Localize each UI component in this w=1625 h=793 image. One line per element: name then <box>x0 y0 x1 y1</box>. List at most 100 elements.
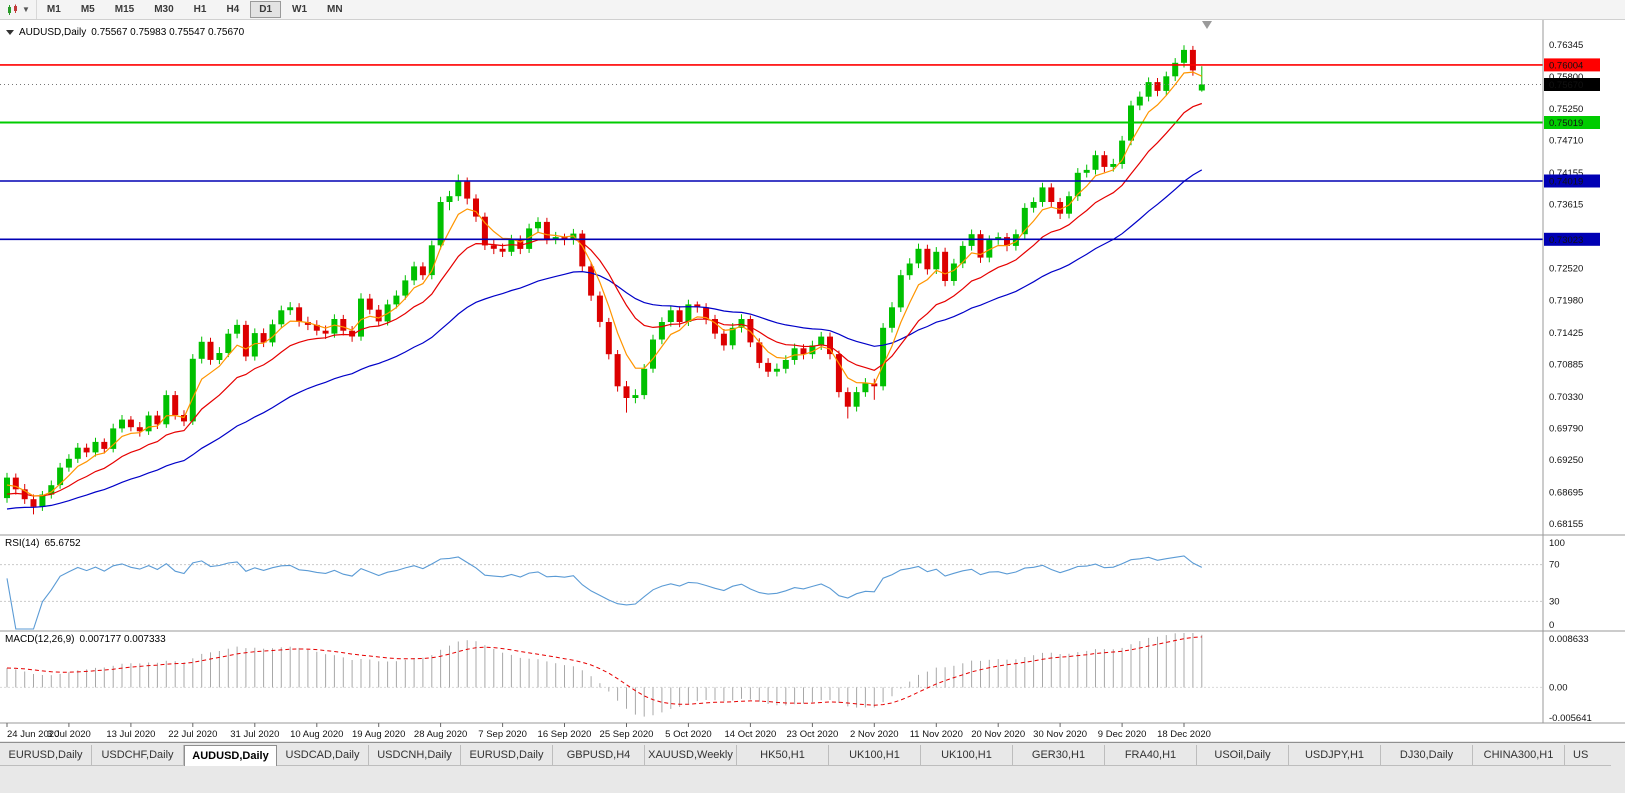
x-axis-label: 18 Dec 2020 <box>1157 729 1211 740</box>
price-tick-label: 0.76345 <box>1549 40 1583 51</box>
period-button-mn[interactable]: MN <box>327 4 343 15</box>
chart-tab-usoil-daily[interactable]: USOil,Daily <box>1197 745 1289 766</box>
chart-type-button[interactable]: ▼ <box>0 0 37 19</box>
candle <box>623 381 630 413</box>
candle <box>1119 135 1126 169</box>
x-axis-label: 11 Nov 2020 <box>910 729 963 740</box>
price-tick-label: 0.70330 <box>1549 392 1583 403</box>
chart-canvas[interactable]: 0.76345 0.75800 0.75250 0.74710 0.74155 0.736… <box>0 0 1625 741</box>
candle <box>1136 91 1143 111</box>
candle <box>260 328 267 348</box>
candle <box>92 437 99 457</box>
price-badge: 0.74019 <box>1544 174 1600 188</box>
chevron-down-icon: ▼ <box>22 5 30 14</box>
candle <box>1074 168 1081 201</box>
price-tick-label: 0.69250 <box>1549 455 1583 466</box>
x-axis-label: 19 Aug 2020 <box>352 729 405 740</box>
candle <box>897 269 904 312</box>
chart-tab-ger30-h1[interactable]: GER30,H1 <box>1013 745 1105 766</box>
macd-axis-label: 0.00 <box>1549 682 1568 693</box>
candle <box>1021 203 1028 239</box>
candle <box>251 328 258 361</box>
symbol-dropdown-icon[interactable] <box>6 30 14 35</box>
chart-tab-eurusd-daily[interactable]: EURUSD,Daily <box>0 745 92 766</box>
candle <box>127 416 134 432</box>
period-button-h1[interactable]: H1 <box>193 4 207 15</box>
price-tick-label: 0.70885 <box>1549 359 1583 370</box>
candle <box>331 314 338 338</box>
period-button-m1[interactable]: M1 <box>46 4 61 15</box>
candle <box>729 323 736 350</box>
candle <box>641 364 648 400</box>
candle <box>1181 45 1187 68</box>
price-tick-label: 0.73615 <box>1549 200 1583 211</box>
rsi-axis-label: 0 <box>1549 620 1554 631</box>
x-axis-label: 16 Sep 2020 <box>538 729 592 740</box>
chart-tab-uk100-h1[interactable]: UK100,H1 <box>921 745 1013 766</box>
chart-tab-china300-h1[interactable]: CHINA300,H1 <box>1473 745 1565 766</box>
x-axis-label: 23 Oct 2020 <box>787 729 839 740</box>
candle <box>853 386 860 412</box>
candle <box>579 230 586 272</box>
candle <box>703 303 710 325</box>
x-axis-label: 30 Nov 2020 <box>1033 729 1087 740</box>
ma-mid-line <box>6 102 1203 497</box>
x-axis-label: 25 Sep 2020 <box>600 729 654 740</box>
svg-text:0.73023: 0.73023 <box>1549 235 1583 246</box>
x-axis-label: 13 Jul 2020 <box>106 729 155 740</box>
chart-tab-dj30-daily[interactable]: DJ30,Daily <box>1381 745 1473 766</box>
period-button-w1[interactable]: W1 <box>292 4 308 15</box>
x-axis-label: 10 Aug 2020 <box>290 729 343 740</box>
macd-name: MACD(12,26,9) <box>5 634 75 645</box>
period-button-m15[interactable]: M15 <box>114 4 135 15</box>
candle <box>605 317 612 360</box>
period-button-d1[interactable]: D1 <box>250 1 282 18</box>
period-button-h4[interactable]: H4 <box>226 4 240 15</box>
x-axis-label: 2 Nov 2020 <box>850 729 899 740</box>
candle <box>667 305 674 327</box>
candle <box>242 320 249 362</box>
candle <box>906 258 913 280</box>
candlestick-chart-icon <box>8 4 17 15</box>
candle <box>844 387 851 419</box>
macd-indicator-label: MACD(12,26,9) 0.007177 0.007333 <box>5 634 166 645</box>
chart-tab-hk50-h1[interactable]: HK50,H1 <box>737 745 829 766</box>
chart-tab-audusd-daily[interactable]: AUDUSD,Daily <box>184 745 277 766</box>
candle <box>119 415 125 433</box>
price-badge: 0.76004 <box>1544 58 1600 72</box>
macd-values: 0.007177 0.007333 <box>79 634 166 645</box>
candle <box>1189 45 1196 76</box>
chart-tab-usdcnh-daily[interactable]: USDCNH,Daily <box>369 745 461 766</box>
chart-tab-usdchf-daily[interactable]: USDCHF,Daily <box>92 745 184 766</box>
candle <box>473 194 479 222</box>
candle <box>862 378 869 397</box>
candle <box>74 443 81 463</box>
chart-shift-marker-icon[interactable] <box>1202 21 1212 29</box>
candle <box>455 174 462 201</box>
chart-tab-eurusd-daily[interactable]: EURUSD,Daily <box>461 745 553 766</box>
period-button-m30[interactable]: M30 <box>154 4 174 15</box>
x-axis-label: 7 Sep 2020 <box>478 729 527 740</box>
chart-tab-uk100-h1[interactable]: UK100,H1 <box>829 745 921 766</box>
x-axis-label: 5 Oct 2020 <box>665 729 711 740</box>
candle <box>1172 58 1179 81</box>
candle <box>596 291 603 328</box>
chart-tab-xauusd-weekly[interactable]: XAUUSD,Weekly <box>645 745 737 766</box>
chart-tab-usdjpy-h1[interactable]: USDJPY,H1 <box>1289 745 1381 766</box>
chart-tab-fra40-h1[interactable]: FRA40,H1 <box>1105 745 1197 766</box>
candle <box>4 472 10 503</box>
chart-tab-gbpusd-h4[interactable]: GBPUSD,H4 <box>553 745 645 766</box>
svg-text:0.75670: 0.75670 <box>1549 80 1583 91</box>
chart-tab-usdcad-daily[interactable]: USDCAD,Daily <box>277 745 369 766</box>
candle <box>942 247 949 287</box>
price-badge: 0.75019 <box>1544 116 1600 129</box>
candle <box>1145 77 1152 102</box>
candle <box>1039 182 1046 207</box>
price-tick-label: 0.74155 <box>1549 168 1583 179</box>
ma-slow-line <box>6 169 1203 510</box>
period-button-m5[interactable]: M5 <box>80 4 95 15</box>
chart-tab-us[interactable]: US <box>1565 745 1611 766</box>
candle <box>950 258 957 286</box>
price-tick-label: 0.71425 <box>1549 328 1583 339</box>
svg-text:0.75019: 0.75019 <box>1549 118 1583 129</box>
